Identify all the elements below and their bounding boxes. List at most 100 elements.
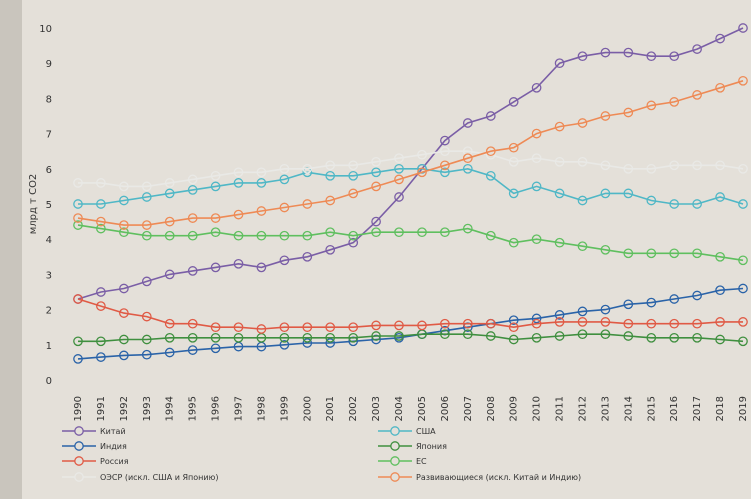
data-point — [440, 318, 450, 329]
data-point — [256, 324, 267, 334]
data-point — [119, 350, 129, 361]
y-tick-label: 8 — [46, 94, 52, 105]
data-point — [485, 318, 496, 329]
data-point — [531, 153, 542, 164]
axes: 0 1 2 3 4 5 6 7 8 9 10 млрд т CO2 1990 1991 1992 1993 19… — [28, 24, 749, 421]
data-point — [394, 163, 404, 174]
data-point — [417, 167, 427, 178]
data-point — [210, 343, 221, 354]
data-point — [715, 285, 725, 296]
data-point — [577, 329, 588, 340]
data-point — [738, 23, 748, 33]
data-point — [531, 82, 542, 93]
data-point — [233, 209, 244, 220]
data-point — [73, 354, 83, 364]
legend-marker — [390, 472, 400, 482]
data-point — [577, 51, 588, 62]
data-point — [738, 336, 748, 347]
legend-label: ОЭСР (искл. США и Японию) — [100, 473, 218, 482]
data-point — [119, 220, 129, 230]
data-point — [623, 107, 634, 118]
data-point — [302, 338, 313, 348]
data-point — [96, 216, 106, 227]
y-axis-label: млрд т CO2 — [28, 174, 39, 235]
y-tick-label: 5 — [46, 200, 52, 211]
data-point — [738, 163, 748, 174]
legend-marker — [74, 426, 84, 436]
data-point — [187, 345, 198, 355]
x-tick-label: 1996 — [211, 396, 222, 421]
data-point — [554, 58, 565, 69]
data-point — [646, 297, 657, 308]
x-tick-label: 2013 — [600, 396, 611, 421]
data-point — [692, 90, 702, 100]
data-point — [417, 227, 427, 238]
data-point — [646, 163, 657, 174]
data-point — [485, 230, 496, 241]
data-point — [210, 170, 221, 181]
data-point — [531, 313, 542, 324]
data-point — [210, 213, 221, 223]
data-point — [371, 156, 381, 167]
data-point — [302, 163, 313, 174]
data-point — [371, 320, 381, 331]
data-point — [577, 306, 588, 317]
data-point — [164, 318, 175, 329]
data-point — [738, 75, 748, 86]
x-tick-label: 2004 — [394, 396, 405, 421]
data-point — [73, 213, 83, 223]
data-point — [394, 174, 404, 185]
x-tick-label: 2018 — [715, 396, 726, 421]
data-point — [119, 334, 129, 345]
data-point — [325, 227, 336, 238]
data-point — [394, 331, 404, 341]
data-point — [531, 181, 542, 192]
data-point — [73, 199, 83, 209]
data-point — [554, 121, 565, 132]
legend-item: Индия — [62, 441, 127, 451]
series-1 — [73, 163, 748, 209]
data-point — [669, 248, 680, 259]
data-point — [141, 192, 152, 202]
data-point — [96, 287, 106, 297]
data-point — [348, 237, 359, 248]
data-point — [417, 149, 427, 160]
legend-item: США — [378, 426, 436, 436]
data-point — [394, 320, 404, 331]
x-tick-label: 1994 — [165, 396, 176, 421]
data-point — [325, 195, 336, 206]
x-tick-label: 2000 — [302, 396, 313, 421]
y-tick-label: 3 — [46, 270, 52, 281]
data-point — [669, 318, 680, 329]
legend-label: ЕС — [416, 457, 427, 466]
data-point — [738, 199, 748, 209]
data-point — [256, 167, 267, 178]
data-point — [440, 146, 450, 157]
data-point — [531, 332, 542, 343]
data-point — [508, 142, 519, 153]
data-point — [462, 163, 473, 174]
data-point — [669, 294, 680, 304]
data-point — [738, 255, 748, 266]
data-point — [256, 262, 267, 273]
data-point — [210, 322, 221, 333]
data-point — [371, 167, 381, 178]
data-point — [692, 44, 702, 54]
legend-item: ОЭСР (искл. США и Японию) — [62, 472, 218, 482]
data-point — [485, 111, 496, 121]
data-point — [164, 178, 175, 188]
legend: Китай США Индия Япония Россия ЕС ОЭСР (искл. С… — [62, 426, 581, 482]
data-point — [600, 304, 611, 315]
data-point — [141, 276, 152, 287]
y-tick-label: 6 — [46, 165, 52, 176]
data-point — [187, 332, 198, 343]
x-tick-label: 1997 — [234, 396, 245, 421]
x-tick-label: 1990 — [73, 396, 84, 421]
data-point — [440, 160, 450, 171]
data-point — [256, 230, 267, 241]
x-tick-label: 2012 — [577, 396, 588, 421]
series-7 — [73, 75, 748, 230]
legend-label: Развивающиеся (искл. Китай и Индию) — [416, 473, 581, 482]
